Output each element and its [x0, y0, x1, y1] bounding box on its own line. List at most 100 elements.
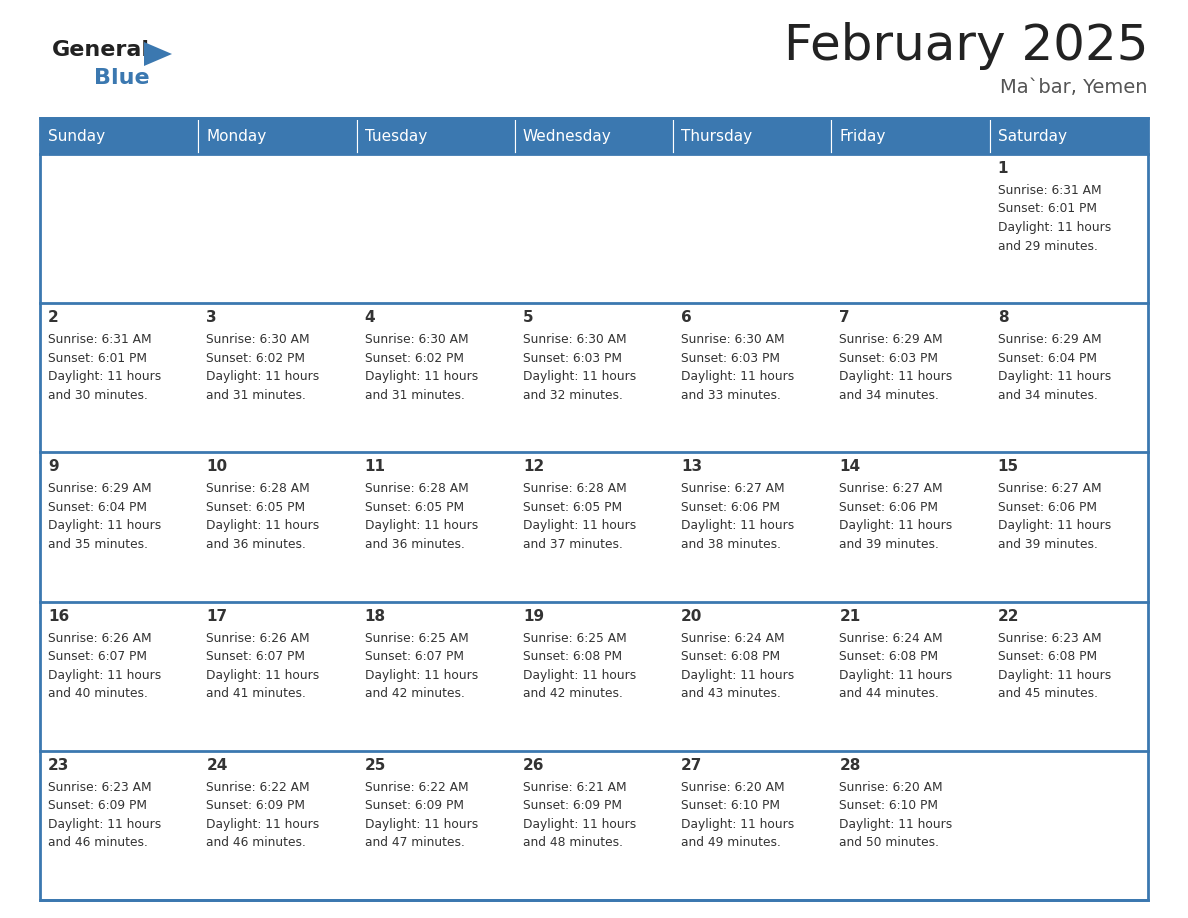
Text: Ma`bar, Yemen: Ma`bar, Yemen — [1000, 78, 1148, 97]
Text: Sunrise: 6:22 AM: Sunrise: 6:22 AM — [365, 781, 468, 794]
Text: Sunset: 6:02 PM: Sunset: 6:02 PM — [207, 352, 305, 364]
Text: Sunset: 6:01 PM: Sunset: 6:01 PM — [48, 352, 147, 364]
Text: Daylight: 11 hours: Daylight: 11 hours — [207, 520, 320, 532]
Text: 19: 19 — [523, 609, 544, 623]
Text: Daylight: 11 hours: Daylight: 11 hours — [48, 370, 162, 383]
Text: Daylight: 11 hours: Daylight: 11 hours — [681, 668, 795, 681]
Text: Sunrise: 6:28 AM: Sunrise: 6:28 AM — [207, 482, 310, 496]
Text: Sunset: 6:08 PM: Sunset: 6:08 PM — [998, 650, 1097, 663]
Text: Daylight: 11 hours: Daylight: 11 hours — [998, 668, 1111, 681]
Text: and 46 minutes.: and 46 minutes. — [207, 836, 307, 849]
Bar — [674, 453, 832, 601]
Text: 8: 8 — [998, 310, 1009, 325]
Text: Daylight: 11 hours: Daylight: 11 hours — [840, 520, 953, 532]
Text: Saturday: Saturday — [998, 129, 1067, 143]
Text: 15: 15 — [998, 459, 1019, 475]
Text: Sunrise: 6:22 AM: Sunrise: 6:22 AM — [207, 781, 310, 794]
Bar — [40, 751, 198, 900]
Bar — [990, 601, 1148, 751]
Bar — [514, 154, 674, 303]
Text: Sunrise: 6:20 AM: Sunrise: 6:20 AM — [840, 781, 943, 794]
Bar — [40, 601, 198, 751]
Text: Daylight: 11 hours: Daylight: 11 hours — [48, 520, 162, 532]
Text: Wednesday: Wednesday — [523, 129, 612, 143]
Text: Sunrise: 6:25 AM: Sunrise: 6:25 AM — [365, 632, 468, 644]
Bar — [514, 751, 674, 900]
Bar — [198, 751, 356, 900]
Text: and 40 minutes.: and 40 minutes. — [48, 687, 147, 700]
Text: Sunrise: 6:21 AM: Sunrise: 6:21 AM — [523, 781, 626, 794]
Text: 22: 22 — [998, 609, 1019, 623]
Text: 12: 12 — [523, 459, 544, 475]
Text: Sunrise: 6:30 AM: Sunrise: 6:30 AM — [207, 333, 310, 346]
Text: 28: 28 — [840, 757, 861, 773]
Text: and 49 minutes.: and 49 minutes. — [681, 836, 781, 849]
Text: and 30 minutes.: and 30 minutes. — [48, 388, 147, 402]
Text: Sunset: 6:05 PM: Sunset: 6:05 PM — [365, 501, 463, 514]
Text: and 32 minutes.: and 32 minutes. — [523, 388, 623, 402]
Bar — [832, 601, 990, 751]
Text: Sunset: 6:09 PM: Sunset: 6:09 PM — [207, 800, 305, 812]
Text: Tuesday: Tuesday — [365, 129, 426, 143]
Text: Daylight: 11 hours: Daylight: 11 hours — [523, 520, 636, 532]
Text: and 31 minutes.: and 31 minutes. — [365, 388, 465, 402]
Text: Sunrise: 6:29 AM: Sunrise: 6:29 AM — [998, 333, 1101, 346]
Text: 6: 6 — [681, 310, 691, 325]
Text: and 34 minutes.: and 34 minutes. — [840, 388, 940, 402]
Text: Daylight: 11 hours: Daylight: 11 hours — [365, 370, 478, 383]
Text: Daylight: 11 hours: Daylight: 11 hours — [840, 818, 953, 831]
Text: Sunset: 6:02 PM: Sunset: 6:02 PM — [365, 352, 463, 364]
Text: Sunset: 6:06 PM: Sunset: 6:06 PM — [998, 501, 1097, 514]
Bar — [514, 601, 674, 751]
Text: and 31 minutes.: and 31 minutes. — [207, 388, 307, 402]
Polygon shape — [144, 42, 172, 66]
Text: 3: 3 — [207, 310, 217, 325]
Text: Blue: Blue — [94, 68, 150, 88]
Text: Sunrise: 6:30 AM: Sunrise: 6:30 AM — [365, 333, 468, 346]
Text: 17: 17 — [207, 609, 227, 623]
Text: Sunrise: 6:29 AM: Sunrise: 6:29 AM — [840, 333, 943, 346]
Bar — [198, 154, 356, 303]
Text: Sunrise: 6:30 AM: Sunrise: 6:30 AM — [681, 333, 785, 346]
Bar — [832, 453, 990, 601]
Text: Friday: Friday — [840, 129, 886, 143]
Bar — [40, 118, 198, 154]
Text: Daylight: 11 hours: Daylight: 11 hours — [207, 370, 320, 383]
Text: 5: 5 — [523, 310, 533, 325]
Text: Sunset: 6:06 PM: Sunset: 6:06 PM — [681, 501, 781, 514]
Text: Daylight: 11 hours: Daylight: 11 hours — [840, 668, 953, 681]
Bar — [990, 154, 1148, 303]
Text: Sunset: 6:07 PM: Sunset: 6:07 PM — [207, 650, 305, 663]
Text: and 44 minutes.: and 44 minutes. — [840, 687, 940, 700]
Text: Daylight: 11 hours: Daylight: 11 hours — [365, 520, 478, 532]
Text: Sunset: 6:03 PM: Sunset: 6:03 PM — [840, 352, 939, 364]
Bar — [674, 601, 832, 751]
Text: Daylight: 11 hours: Daylight: 11 hours — [998, 221, 1111, 234]
Bar — [40, 303, 198, 453]
Text: Sunrise: 6:23 AM: Sunrise: 6:23 AM — [48, 781, 152, 794]
Text: Sunset: 6:04 PM: Sunset: 6:04 PM — [48, 501, 147, 514]
Text: Sunrise: 6:26 AM: Sunrise: 6:26 AM — [48, 632, 152, 644]
Text: 11: 11 — [365, 459, 386, 475]
Text: Sunrise: 6:24 AM: Sunrise: 6:24 AM — [840, 632, 943, 644]
Text: and 42 minutes.: and 42 minutes. — [523, 687, 623, 700]
Text: and 45 minutes.: and 45 minutes. — [998, 687, 1098, 700]
Text: Daylight: 11 hours: Daylight: 11 hours — [681, 818, 795, 831]
Bar — [990, 303, 1148, 453]
Bar — [514, 118, 674, 154]
Bar — [356, 601, 514, 751]
Text: Daylight: 11 hours: Daylight: 11 hours — [207, 668, 320, 681]
Text: 10: 10 — [207, 459, 227, 475]
Text: Sunrise: 6:31 AM: Sunrise: 6:31 AM — [998, 184, 1101, 197]
Bar — [990, 118, 1148, 154]
Bar — [198, 601, 356, 751]
Text: Sunset: 6:03 PM: Sunset: 6:03 PM — [681, 352, 781, 364]
Bar — [990, 453, 1148, 601]
Bar — [674, 154, 832, 303]
Bar — [832, 118, 990, 154]
Bar — [832, 303, 990, 453]
Text: Sunrise: 6:27 AM: Sunrise: 6:27 AM — [840, 482, 943, 496]
Text: 24: 24 — [207, 757, 228, 773]
Text: February 2025: February 2025 — [784, 22, 1148, 70]
Text: Daylight: 11 hours: Daylight: 11 hours — [998, 520, 1111, 532]
